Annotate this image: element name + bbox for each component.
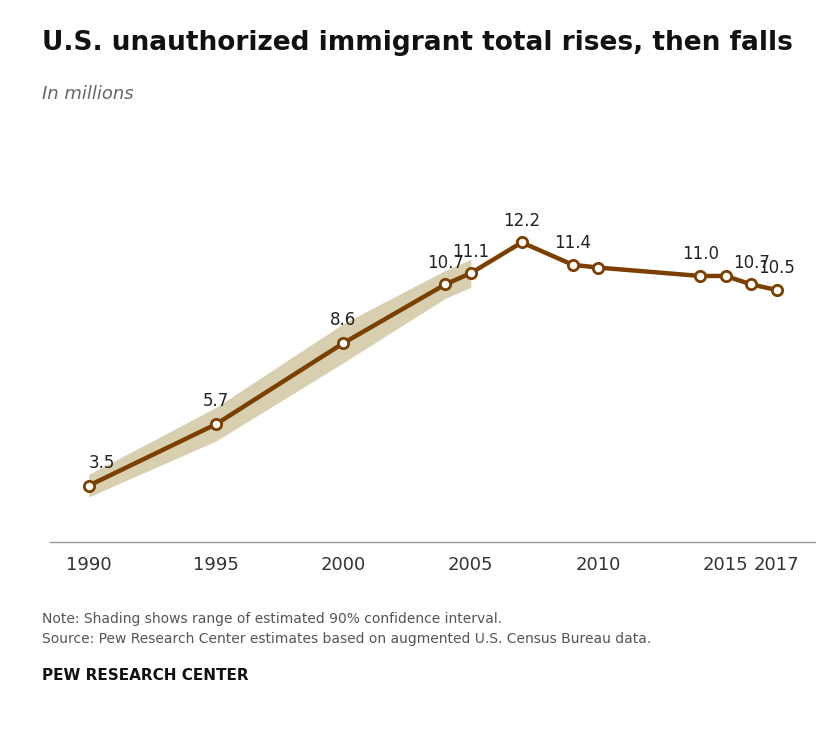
Text: U.S. unauthorized immigrant total rises, then falls: U.S. unauthorized immigrant total rises,… — [42, 30, 793, 56]
Text: 8.6: 8.6 — [330, 311, 356, 329]
Point — [337, 337, 350, 349]
Point — [82, 480, 96, 492]
Text: 10.7: 10.7 — [732, 254, 769, 272]
Point — [438, 278, 452, 290]
Text: In millions: In millions — [42, 85, 134, 103]
Point — [719, 270, 732, 282]
Text: 10.7: 10.7 — [427, 254, 464, 272]
Text: 10.5: 10.5 — [759, 260, 795, 278]
Text: Note: Shading shows range of estimated 90% confidence interval.: Note: Shading shows range of estimated 9… — [42, 612, 502, 626]
Text: 11.4: 11.4 — [554, 234, 591, 252]
Point — [591, 262, 605, 274]
Text: 11.1: 11.1 — [452, 243, 490, 260]
Point — [744, 278, 758, 290]
Text: 11.0: 11.0 — [681, 246, 719, 263]
Point — [566, 259, 580, 271]
Text: Source: Pew Research Center estimates based on augmented U.S. Census Bureau data: Source: Pew Research Center estimates ba… — [42, 632, 651, 646]
Text: PEW RESEARCH CENTER: PEW RESEARCH CENTER — [42, 668, 249, 683]
Text: 3.5: 3.5 — [89, 454, 115, 472]
Point — [209, 418, 223, 430]
Point — [515, 237, 528, 249]
Text: 5.7: 5.7 — [203, 393, 229, 410]
Text: 12.2: 12.2 — [503, 211, 540, 230]
Point — [465, 267, 478, 279]
Point — [770, 284, 784, 296]
Point — [694, 270, 707, 282]
